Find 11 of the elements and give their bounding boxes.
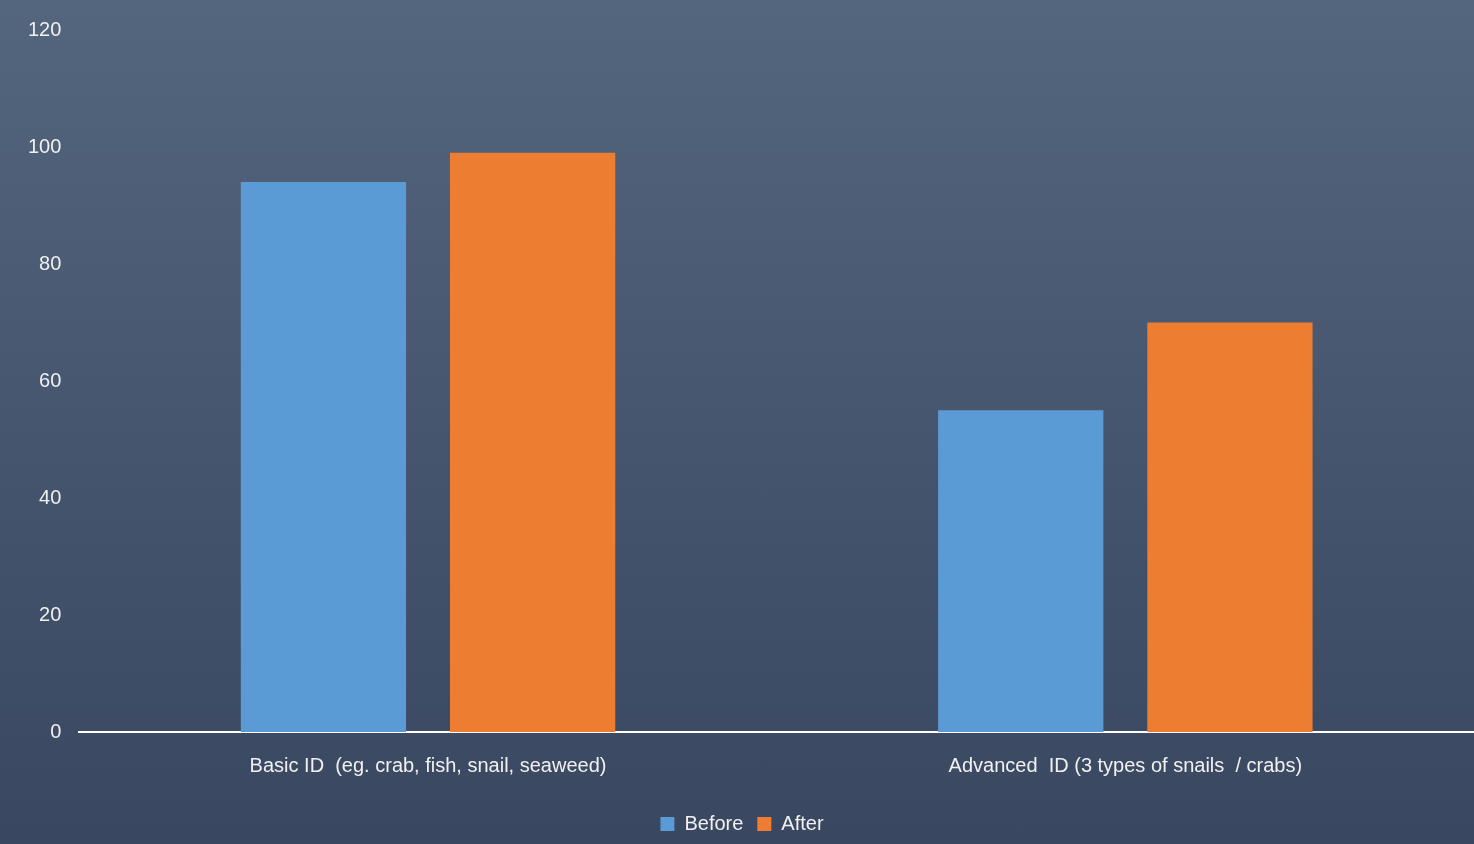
y-tick-label: 120	[27, 17, 62, 40]
legend-label: After	[781, 811, 824, 834]
y-tick-label: 60	[39, 368, 62, 391]
x-tick-label: Basic ID (eg. crab, fish, snail, seaweed)	[249, 753, 607, 776]
y-tick-label: 20	[39, 602, 62, 625]
x-tick-label: Advanced ID (3 types of snails / crabs)	[948, 753, 1303, 776]
y-tick-label: 100	[27, 134, 62, 157]
y-tick-label: 80	[39, 251, 62, 274]
y-tick-label: 0	[50, 719, 62, 742]
y-tick-label: 40	[39, 485, 62, 508]
legend-label: Before	[684, 811, 744, 834]
